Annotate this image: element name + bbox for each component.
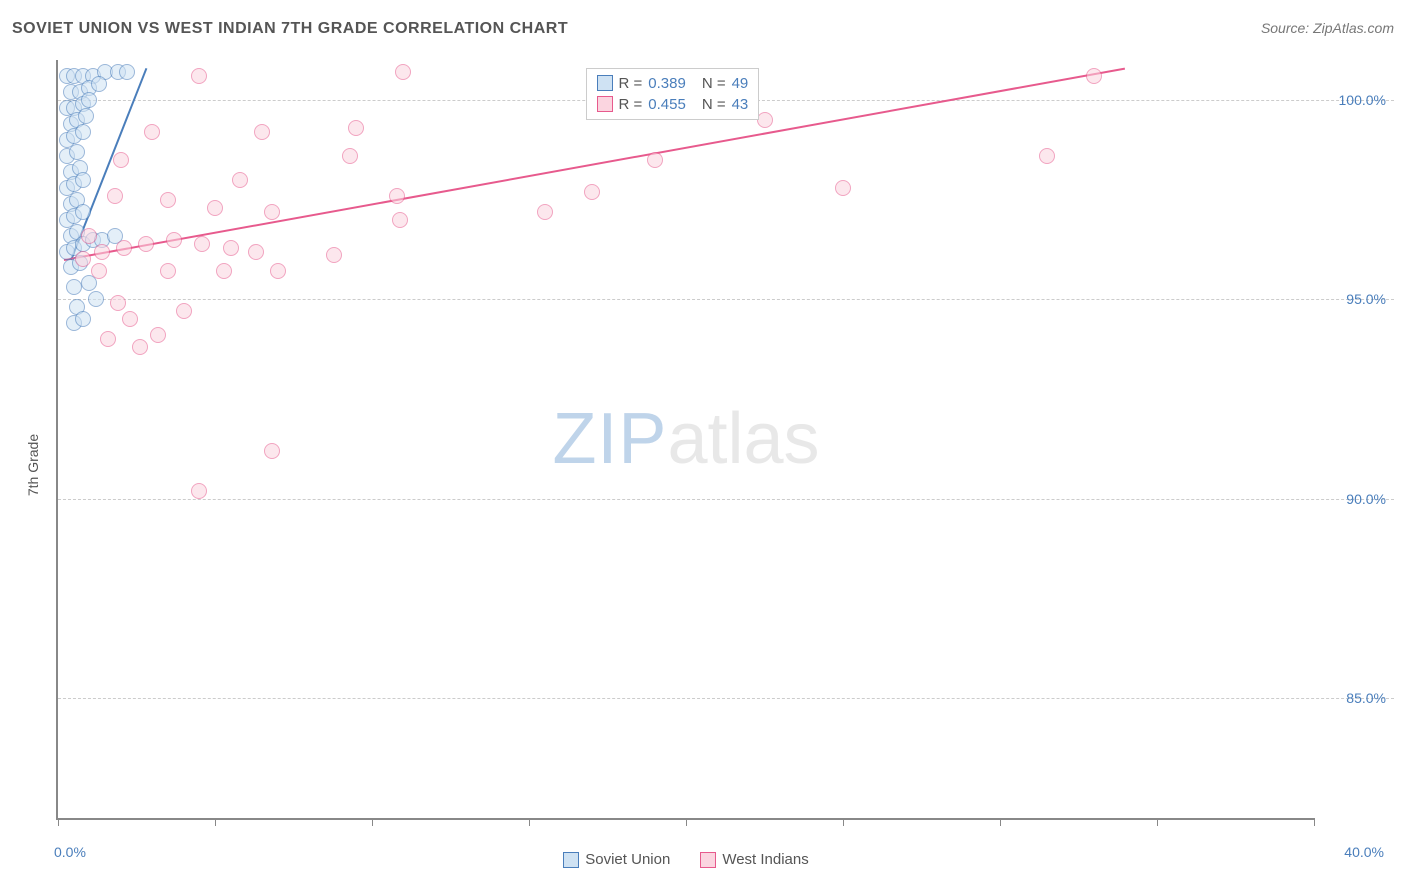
data-point [66,279,82,295]
legend-label-soviet: Soviet Union [585,851,670,868]
x-tick [686,818,687,826]
plot-area: ZIPatlas Soviet Union West Indians 85.0%… [56,60,1314,820]
legend-swatch-westindians [700,852,716,868]
data-point [75,251,91,267]
data-point [389,188,405,204]
data-point [191,483,207,499]
data-point [207,200,223,216]
data-point [248,244,264,260]
legend-item-westindians: West Indians [700,851,808,868]
data-point [647,152,663,168]
data-point [113,152,129,168]
data-point [392,212,408,228]
data-point [1039,148,1055,164]
data-point [78,108,94,124]
data-point [91,263,107,279]
x-tick [1157,818,1158,826]
x-tick [529,818,530,826]
x-tick-label: 0.0% [54,844,86,860]
data-point [166,232,182,248]
legend-swatch-soviet [563,852,579,868]
data-point [81,92,97,108]
data-point [160,192,176,208]
legend-r-value: 0.455 [648,96,686,113]
legend-r-label: R = [619,96,643,113]
data-point [94,244,110,260]
data-point [264,204,280,220]
x-tick [1000,818,1001,826]
legend-r-label: R = [619,75,643,92]
data-point [191,68,207,84]
source-attribution: Source: ZipAtlas.com [1261,20,1394,36]
data-point [537,204,553,220]
gridline [58,499,1394,500]
x-tick [58,818,59,826]
x-tick-label: 40.0% [1344,844,1384,860]
data-point [75,311,91,327]
legend-swatch [597,96,613,112]
data-point [223,240,239,256]
legend-item-soviet: Soviet Union [563,851,670,868]
data-point [116,240,132,256]
data-point [81,228,97,244]
data-point [91,76,107,92]
data-point [122,311,138,327]
legend-bottom: Soviet Union West Indians [58,851,1314,868]
data-point [75,204,91,220]
data-point [150,327,166,343]
legend-row: R = 0.389 N = 49 [597,73,749,94]
data-point [75,124,91,140]
data-point [232,172,248,188]
data-point [395,64,411,80]
legend-n-label: N = [702,96,726,113]
gridline [58,299,1394,300]
data-point [216,263,232,279]
chart-title: SOVIET UNION VS WEST INDIAN 7TH GRADE CO… [12,20,568,38]
legend-n-label: N = [702,75,726,92]
legend-row: R = 0.455 N = 43 [597,94,749,115]
x-tick [1314,818,1315,826]
data-point [1086,68,1102,84]
data-point [132,339,148,355]
data-point [348,120,364,136]
x-tick [372,818,373,826]
data-point [88,291,104,307]
data-point [194,236,210,252]
x-tick [843,818,844,826]
watermark-atlas: atlas [667,399,819,479]
legend-n-value: 43 [732,96,749,113]
legend-r-value: 0.389 [648,75,686,92]
legend-swatch [597,75,613,91]
data-point [69,144,85,160]
y-tick-label: 95.0% [1326,291,1386,307]
data-point [119,64,135,80]
data-point [584,184,600,200]
data-point [107,188,123,204]
y-tick-label: 85.0% [1326,690,1386,706]
data-point [264,443,280,459]
data-point [144,124,160,140]
legend-n-value: 49 [732,75,749,92]
data-point [342,148,358,164]
data-point [160,263,176,279]
data-point [176,303,192,319]
data-point [835,180,851,196]
y-axis-label: 7th Grade [25,434,41,496]
chart-container: 7th Grade ZIPatlas Soviet Union West Ind… [12,50,1394,880]
legend-label-westindians: West Indians [722,851,808,868]
watermark-zip: ZIP [552,399,667,479]
data-point [326,247,342,263]
gridline [58,698,1394,699]
data-point [254,124,270,140]
data-point [138,236,154,252]
y-tick-label: 90.0% [1326,491,1386,507]
watermark: ZIPatlas [552,398,819,480]
data-point [75,172,91,188]
y-tick-label: 100.0% [1326,92,1386,108]
x-tick [215,818,216,826]
data-point [110,295,126,311]
correlation-legend: R = 0.389 N = 49 R = 0.455 N = 43 [586,68,760,120]
data-point [270,263,286,279]
data-point [100,331,116,347]
